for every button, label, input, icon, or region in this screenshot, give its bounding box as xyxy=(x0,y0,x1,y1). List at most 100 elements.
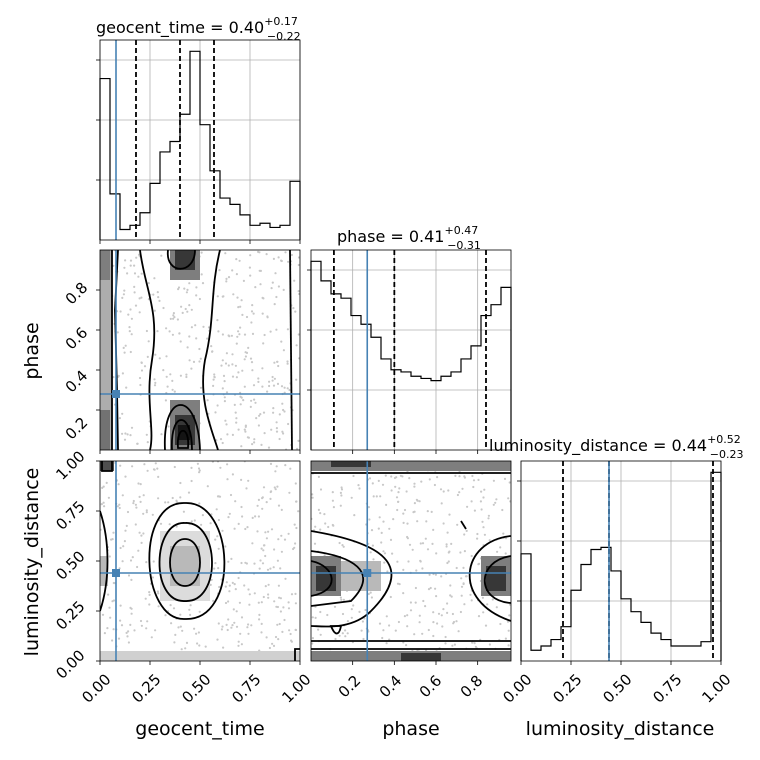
truth-marker xyxy=(363,569,372,577)
sample-point xyxy=(197,631,200,634)
sample-point xyxy=(459,551,462,554)
sample-point xyxy=(384,474,387,477)
sample-point xyxy=(221,333,224,336)
sample-point xyxy=(268,384,271,388)
sample-point xyxy=(131,556,134,559)
sample-point xyxy=(193,519,196,522)
sample-point xyxy=(446,531,449,534)
sample-point xyxy=(265,501,268,504)
sample-point xyxy=(333,605,337,608)
sample-point xyxy=(481,596,484,599)
sample-point xyxy=(147,282,150,285)
sample-point xyxy=(357,484,360,487)
sample-point xyxy=(187,491,191,494)
sample-point xyxy=(450,595,453,598)
sample-point xyxy=(123,438,127,441)
sample-point xyxy=(136,565,139,569)
sample-point xyxy=(455,620,458,623)
sample-point xyxy=(401,475,404,478)
sample-point xyxy=(432,528,435,532)
sample-point xyxy=(297,333,300,336)
sample-point xyxy=(269,462,273,465)
sample-point xyxy=(173,465,176,469)
sample-point xyxy=(233,583,236,586)
sample-point xyxy=(391,552,394,555)
sample-point xyxy=(255,417,258,420)
sample-point xyxy=(427,628,430,632)
sample-point xyxy=(261,507,264,510)
truth-marker xyxy=(112,569,120,577)
sample-point xyxy=(259,269,262,272)
sample-point xyxy=(276,485,279,488)
sample-point xyxy=(244,527,247,531)
sample-point xyxy=(231,363,234,366)
sample-point xyxy=(195,632,198,635)
sample-point xyxy=(188,608,191,611)
sample-point xyxy=(248,266,251,269)
sample-point xyxy=(186,288,189,291)
sample-point xyxy=(267,446,271,449)
sample-point xyxy=(237,576,240,580)
sample-point xyxy=(262,342,265,345)
sample-point xyxy=(246,526,249,529)
sample-point xyxy=(209,522,212,525)
sample-point xyxy=(319,488,323,491)
sample-point xyxy=(234,588,237,591)
sample-point xyxy=(184,647,187,650)
sample-point xyxy=(484,624,488,627)
sample-point xyxy=(235,417,238,420)
sample-point xyxy=(283,618,286,622)
sample-point xyxy=(235,421,238,424)
sample-point xyxy=(243,584,246,587)
sample-point xyxy=(124,259,127,262)
sample-point xyxy=(214,538,217,541)
sample-point xyxy=(129,350,132,354)
sample-point xyxy=(331,491,334,494)
sample-point xyxy=(153,468,156,471)
sample-point xyxy=(268,646,271,650)
sample-point xyxy=(457,630,460,633)
sample-point xyxy=(259,283,262,286)
sample-point xyxy=(129,606,132,610)
sample-point xyxy=(294,628,297,632)
sample-point xyxy=(219,466,222,469)
sample-point xyxy=(371,544,374,547)
sample-point xyxy=(271,375,274,379)
xtick-time-1.00: 1.00 xyxy=(278,670,314,706)
sample-point xyxy=(434,573,437,576)
sample-point xyxy=(286,328,289,331)
sample-point xyxy=(190,308,193,311)
sample-point xyxy=(432,634,435,638)
sample-point xyxy=(139,619,143,623)
sample-point xyxy=(231,624,234,627)
sample-point xyxy=(287,260,290,263)
sample-point xyxy=(103,505,106,508)
sample-point xyxy=(173,390,176,393)
sample-point xyxy=(204,645,207,648)
sample-point xyxy=(507,644,510,647)
sample-point xyxy=(198,360,201,363)
sample-point xyxy=(470,554,473,558)
panel-frame xyxy=(520,460,722,662)
sample-point xyxy=(278,596,281,599)
contour-line xyxy=(311,550,365,607)
sample-point xyxy=(440,502,443,505)
sample-point xyxy=(239,326,242,329)
sample-point xyxy=(225,277,228,280)
sample-point xyxy=(254,401,257,404)
sample-point xyxy=(441,625,444,628)
sample-point xyxy=(398,487,401,490)
sample-point xyxy=(145,561,148,564)
sample-point xyxy=(260,631,263,634)
sample-point xyxy=(327,525,330,529)
sample-point xyxy=(421,632,424,635)
sample-point xyxy=(245,351,249,354)
sample-point xyxy=(198,471,201,474)
sample-point xyxy=(193,627,196,630)
sample-point xyxy=(323,513,326,516)
sample-point xyxy=(314,616,317,620)
sample-point xyxy=(248,593,251,596)
sample-point xyxy=(476,537,479,540)
contour-line xyxy=(177,429,189,449)
sample-point xyxy=(276,605,279,609)
